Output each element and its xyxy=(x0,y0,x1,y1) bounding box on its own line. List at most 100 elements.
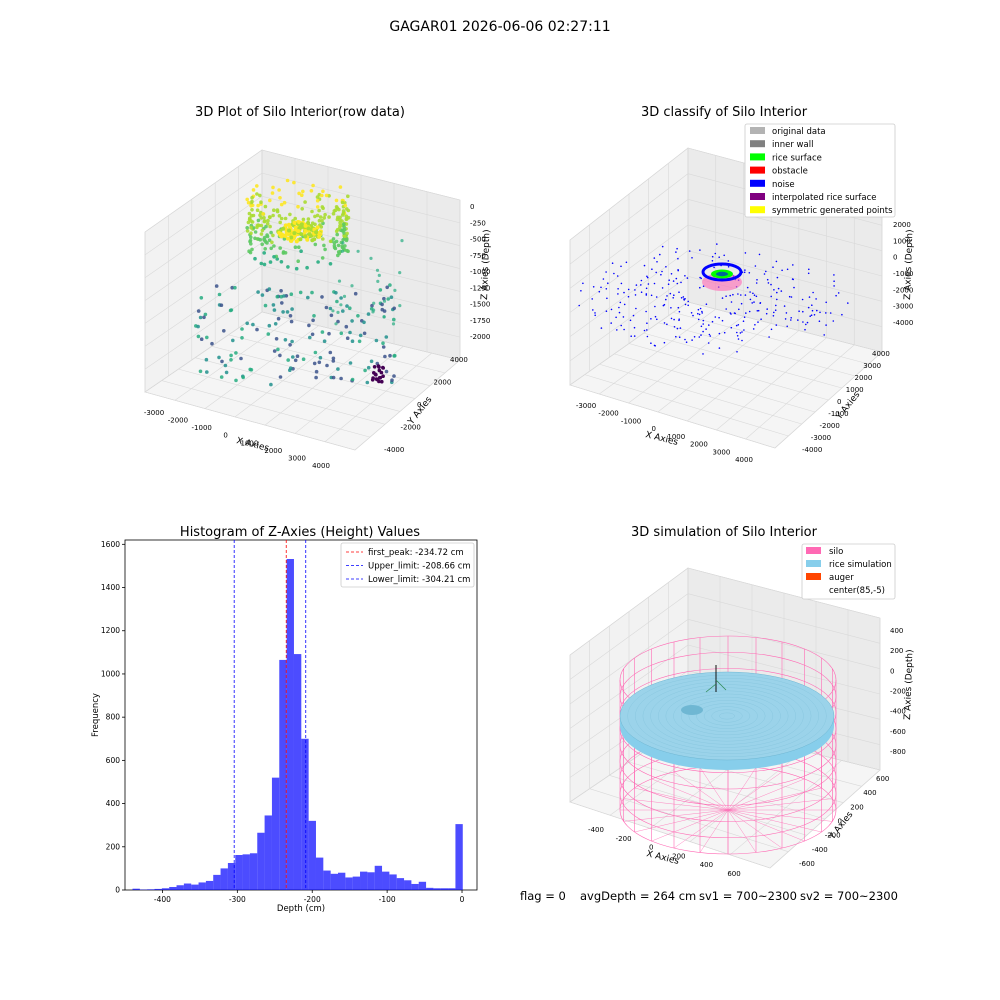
raw-plot-point xyxy=(217,292,222,297)
raw-plot-point xyxy=(375,268,380,272)
raw-plot-point xyxy=(336,253,340,258)
raw-plot-point xyxy=(336,367,340,371)
histogram-bars xyxy=(132,559,463,890)
raw-plot-point xyxy=(269,230,273,235)
classify-plot-noise-point xyxy=(691,257,693,259)
classify-plot-noise-point xyxy=(740,294,742,296)
classify-plot-noise-point xyxy=(620,324,622,327)
raw-plot-z-tick: 0 xyxy=(470,203,474,211)
raw-plot-point xyxy=(261,212,266,216)
simulation-plot-grid-line xyxy=(729,760,842,856)
silo-floor-spoke xyxy=(727,809,805,842)
simulation-legend-swatch xyxy=(806,573,821,580)
flag-text: flag = 0 xyxy=(520,889,566,903)
raw-plot-point xyxy=(331,356,336,361)
raw-plot-point xyxy=(296,259,301,264)
raw-plot-x-tick: 0 xyxy=(223,432,227,440)
raw-plot-point xyxy=(350,284,354,288)
classify-plot-noise-point xyxy=(666,323,668,326)
simulation-plot-grid-line xyxy=(569,593,689,680)
silo-floor-spoke xyxy=(699,809,729,853)
raw-plot-z-tick: -1500 xyxy=(470,301,490,309)
rice-surface-mound xyxy=(681,705,703,715)
simulation-legend-label: silo xyxy=(829,547,843,557)
raw-plot-point xyxy=(283,216,288,221)
classify-plot-noise-point xyxy=(592,309,594,311)
simulation-plot-y-tick: -200 xyxy=(825,832,841,840)
raw-plot-point xyxy=(339,296,343,300)
raw-plot-point xyxy=(241,375,245,380)
histogram-bar xyxy=(433,888,441,890)
histogram-bar xyxy=(271,777,280,890)
raw-plot-point xyxy=(205,370,209,374)
classify-legend-swatch xyxy=(750,193,765,200)
classify-plot-noise-point xyxy=(730,301,733,303)
classify-plot-noise-point xyxy=(756,279,758,281)
classify-plot-noise-point xyxy=(737,338,740,340)
classify-plot-noise-point xyxy=(655,296,658,298)
classify-plot-noise-point xyxy=(755,282,758,284)
raw-plot-point xyxy=(389,295,394,300)
classify-plot-noise-point xyxy=(825,301,827,304)
raw-plot-point xyxy=(297,191,301,196)
raw-plot-point xyxy=(380,302,384,307)
raw-plot-point xyxy=(381,374,385,379)
classify-plot-noise-point xyxy=(718,256,720,259)
histogram-reference-lines xyxy=(233,540,307,890)
histogram-bar xyxy=(323,870,331,890)
classify-plot-noise-point xyxy=(753,294,756,297)
classify-plot-noise-point xyxy=(672,297,674,299)
raw-plot-point xyxy=(348,330,352,335)
classify-plot-z-tick: 0 xyxy=(893,254,897,262)
auger-blade xyxy=(715,679,727,691)
classify-plot-noise-point xyxy=(805,323,807,326)
silo-floor-spoke xyxy=(634,809,729,833)
classify-plot-noise-point xyxy=(643,329,646,332)
raw-plot-point xyxy=(260,228,265,233)
simulation-plot-y-tick: -400 xyxy=(812,846,828,854)
classify-plot-noise-point xyxy=(646,335,649,338)
raw-plot-point xyxy=(307,323,311,328)
raw-plot-point xyxy=(283,251,288,255)
classify-plot-noise-point xyxy=(645,294,648,296)
raw-plot-point xyxy=(246,220,251,225)
classify-plot-noise-point xyxy=(723,331,726,334)
rice-surface-mesh xyxy=(665,690,789,742)
raw-plot-point xyxy=(320,295,324,299)
classify-plot-y-tick: 2000 xyxy=(855,374,873,382)
classify-plot-noise-point xyxy=(660,273,662,276)
raw-plot-y-ticks: -4000 -2000 0 2000 4000 xyxy=(384,356,468,454)
raw-plot-point xyxy=(371,310,375,314)
raw-plot-point xyxy=(318,355,323,360)
histogram-bar xyxy=(315,857,324,890)
classify-plot-noise-point xyxy=(833,285,835,287)
classify-plot-noise-point xyxy=(806,321,809,324)
raw-plot-point xyxy=(248,216,252,220)
classify-plot-noise-point xyxy=(765,312,768,315)
raw-plot-x-ticks: -3000 -2000 -1000 0 1000 2000 3000 4000 xyxy=(144,409,330,470)
classify-plot-grid-line xyxy=(658,322,856,377)
classify-plot-noise-point xyxy=(690,312,693,314)
classify-plot-z-tick: -1000 xyxy=(893,270,913,278)
raw-plot-z-tick: -250 xyxy=(470,219,486,227)
classify-plot-noise-point xyxy=(693,336,696,338)
classify-plot-noise-point xyxy=(630,335,632,338)
classify-plot-noise-point xyxy=(749,291,751,293)
raw-plot-point xyxy=(311,183,315,188)
classify-plot-noise-point xyxy=(616,329,618,331)
simulation-plot-y-label: Y Axies xyxy=(827,810,856,843)
classify-plot-x-tick: 3000 xyxy=(712,448,730,456)
histogram-bar xyxy=(455,824,463,890)
classify-plot-noise-point xyxy=(702,319,705,322)
raw-plot-point xyxy=(377,376,382,380)
raw-plot-grid-line xyxy=(261,288,461,338)
classify-plot-z-ticks: 2000 1000 0 -1000 -2000 -3000 -4000 xyxy=(893,221,913,327)
classify-plot-grid-line xyxy=(774,351,883,449)
classify-plot-z-label: Z Axies (Depth) xyxy=(903,229,915,300)
raw-plot-grid-line xyxy=(161,380,371,438)
raw-plot-point xyxy=(292,180,296,185)
classify-plot-noise-point xyxy=(711,260,714,262)
classify-plot-noise-point xyxy=(633,335,636,337)
simulation-plot-legend: silo rice simulation auger center(85,-5) xyxy=(801,543,896,600)
raw-plot-point xyxy=(282,294,286,298)
